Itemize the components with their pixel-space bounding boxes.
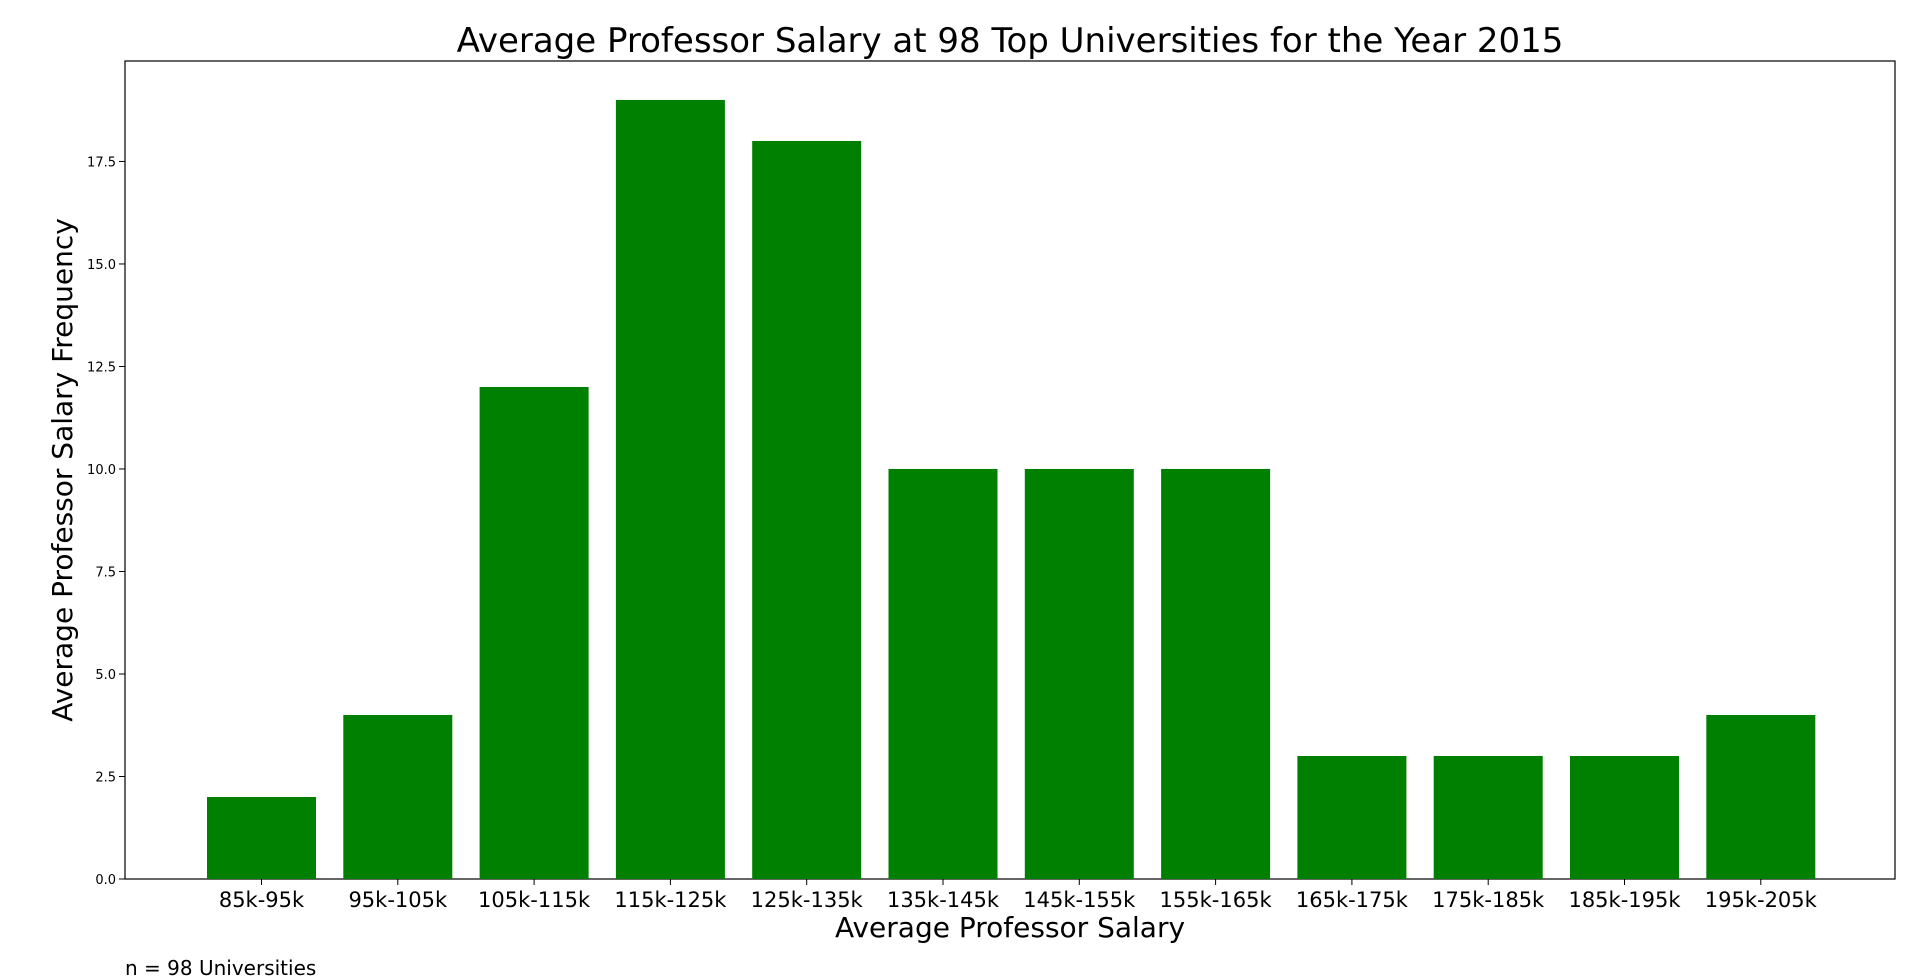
bar-155k-165k (1161, 468, 1271, 879)
x-axis: 85k-95k 95k-105k 105k-115k 115k-125k 125k-13… (219, 879, 1818, 912)
x-tick-label: 125k-135k (751, 888, 864, 912)
bar-145k-155k (1024, 468, 1134, 879)
y-tick-label: 17.5 (87, 155, 116, 170)
x-tick-label: 165k-175k (1296, 888, 1409, 912)
x-tick-label: 185k-195k (1568, 888, 1681, 912)
x-tick-label: 105k-115k (478, 888, 591, 912)
bar-105k-115k (479, 386, 589, 879)
y-tick-label: 5.0 (95, 668, 116, 683)
bar-85k-95k (207, 796, 316, 879)
bar-185k-195k (1570, 755, 1679, 879)
x-tick-label: 175k-185k (1432, 888, 1545, 912)
x-axis-label: Average Professor Salary (835, 911, 1185, 944)
chart-title: Average Professor Salary at 98 Top Unive… (457, 21, 1564, 61)
y-axis: 0.0 2.5 5.0 7.5 10.0 12.5 15.0 17.5 (87, 155, 125, 888)
y-tick-label: 0.0 (95, 873, 116, 888)
y-tick-label: 12.5 (87, 360, 116, 375)
bars-group (207, 99, 1816, 879)
y-tick-label: 2.5 (95, 770, 116, 785)
bar-115k-125k (615, 99, 725, 879)
bar-195k-205k (1706, 714, 1816, 879)
x-tick-label: 155k-165k (1160, 888, 1273, 912)
y-tick-label: 15.0 (87, 258, 116, 273)
x-tick-label: 95k-105k (348, 888, 448, 912)
x-tick-label: 145k-155k (1023, 888, 1136, 912)
y-tick-label: 7.5 (95, 565, 116, 580)
bar-125k-135k (752, 140, 862, 879)
x-tick-label: 115k-125k (614, 888, 727, 912)
x-tick-label: 135k-145k (887, 888, 1000, 912)
x-tick-label: 195k-205k (1705, 888, 1818, 912)
bar-165k-175k (1297, 755, 1407, 879)
plot-area-frame (124, 60, 1896, 880)
bar-135k-145k (888, 468, 998, 879)
bar-175k-185k (1433, 755, 1543, 879)
bar-95k-105k (343, 714, 453, 879)
x-tick-label: 85k-95k (219, 888, 305, 912)
sample-size-note: n = 98 Universities (125, 956, 316, 977)
y-tick-label: 10.0 (87, 463, 116, 478)
y-axis-label: Average Professor Salary Frequency (46, 218, 79, 722)
